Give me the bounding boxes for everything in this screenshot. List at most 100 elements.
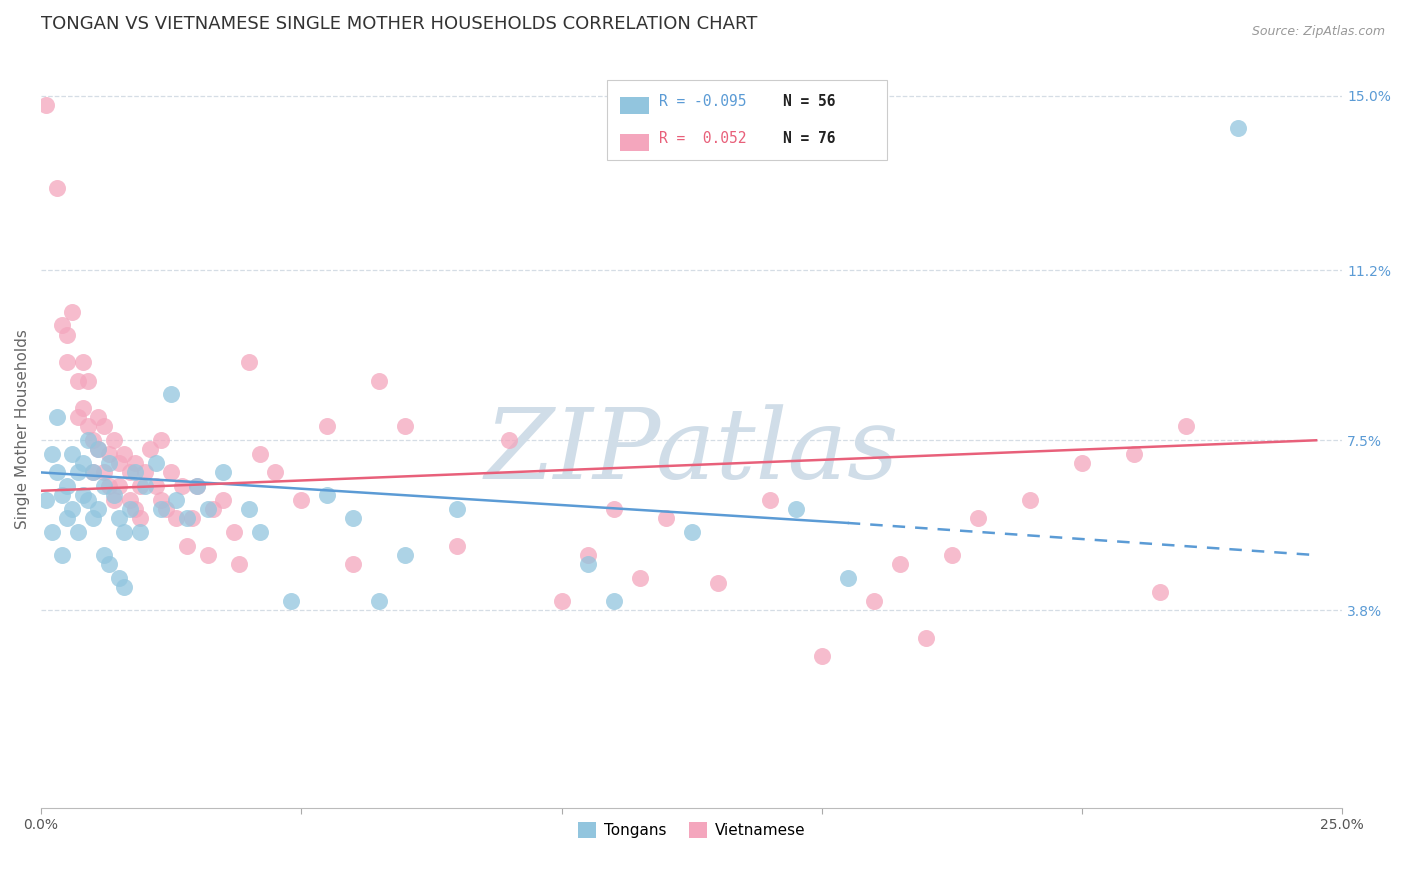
Point xyxy=(394,548,416,562)
Legend: Tongans, Vietnamese: Tongans, Vietnamese xyxy=(569,814,813,846)
Point xyxy=(60,304,83,318)
Point xyxy=(914,631,936,645)
Point xyxy=(1071,456,1094,470)
Point xyxy=(201,502,224,516)
Point xyxy=(66,525,89,540)
Point xyxy=(60,502,83,516)
Point xyxy=(212,466,235,480)
Point xyxy=(316,419,339,434)
Point xyxy=(706,575,728,590)
Point xyxy=(97,456,120,470)
Point xyxy=(97,479,120,493)
Point xyxy=(129,511,152,525)
Point xyxy=(342,558,364,572)
Point xyxy=(66,374,89,388)
Point xyxy=(77,493,100,508)
Point xyxy=(837,571,859,585)
Point xyxy=(145,456,167,470)
Point xyxy=(368,374,391,388)
Point xyxy=(72,401,94,416)
Point xyxy=(654,511,676,525)
Point xyxy=(108,479,131,493)
Point xyxy=(108,456,131,470)
Point xyxy=(186,479,208,493)
Point xyxy=(228,558,250,572)
Point xyxy=(82,466,104,480)
FancyBboxPatch shape xyxy=(607,80,887,160)
Point xyxy=(785,502,807,516)
Text: TONGAN VS VIETNAMESE SINGLE MOTHER HOUSEHOLDS CORRELATION CHART: TONGAN VS VIETNAMESE SINGLE MOTHER HOUSE… xyxy=(41,15,758,33)
Point xyxy=(155,502,177,516)
Point xyxy=(97,558,120,572)
Point xyxy=(134,479,156,493)
Point xyxy=(112,525,135,540)
Point xyxy=(197,548,219,562)
Point xyxy=(342,511,364,525)
Point xyxy=(290,493,312,508)
Point xyxy=(97,447,120,461)
Point xyxy=(181,511,204,525)
Point xyxy=(222,525,245,540)
Point xyxy=(51,548,73,562)
Point xyxy=(77,374,100,388)
Point xyxy=(149,493,172,508)
Point xyxy=(35,98,58,112)
Point xyxy=(45,180,67,194)
Text: R = -0.095: R = -0.095 xyxy=(659,95,747,110)
Point xyxy=(66,410,89,425)
Point xyxy=(108,571,131,585)
Point xyxy=(810,649,832,664)
Point xyxy=(149,502,172,516)
Text: R =  0.052: R = 0.052 xyxy=(659,131,747,146)
Text: N = 56: N = 56 xyxy=(783,95,835,110)
Point xyxy=(82,434,104,448)
Point xyxy=(82,466,104,480)
Point xyxy=(966,511,988,525)
Point xyxy=(170,479,193,493)
Y-axis label: Single Mother Households: Single Mother Households xyxy=(15,329,30,529)
Point xyxy=(93,419,115,434)
Point xyxy=(160,466,183,480)
Point xyxy=(446,502,468,516)
Point xyxy=(1018,493,1040,508)
Point xyxy=(56,511,79,525)
Point xyxy=(87,442,110,457)
Point xyxy=(186,479,208,493)
Point xyxy=(368,594,391,608)
Point xyxy=(77,419,100,434)
Point xyxy=(124,466,146,480)
Point xyxy=(176,511,198,525)
Point xyxy=(550,594,572,608)
Point xyxy=(681,525,703,540)
Point xyxy=(602,594,624,608)
Point xyxy=(103,488,125,502)
Point xyxy=(72,456,94,470)
FancyBboxPatch shape xyxy=(620,134,648,151)
Point xyxy=(60,447,83,461)
Point xyxy=(602,502,624,516)
Point xyxy=(72,355,94,369)
Point xyxy=(103,493,125,508)
Point xyxy=(238,502,260,516)
Point xyxy=(112,580,135,594)
Point xyxy=(87,442,110,457)
Point xyxy=(628,571,651,585)
Point xyxy=(165,493,187,508)
Point xyxy=(394,419,416,434)
Point xyxy=(941,548,963,562)
Point xyxy=(66,466,89,480)
Text: Source: ZipAtlas.com: Source: ZipAtlas.com xyxy=(1251,25,1385,38)
Point xyxy=(1123,447,1146,461)
Point xyxy=(87,502,110,516)
Point xyxy=(280,594,302,608)
Point xyxy=(93,548,115,562)
Text: N = 76: N = 76 xyxy=(783,131,835,146)
Point xyxy=(238,355,260,369)
Point xyxy=(249,525,271,540)
Point xyxy=(249,447,271,461)
Point xyxy=(118,502,141,516)
Point xyxy=(112,447,135,461)
Point xyxy=(139,442,162,457)
Point xyxy=(56,479,79,493)
Point xyxy=(165,511,187,525)
